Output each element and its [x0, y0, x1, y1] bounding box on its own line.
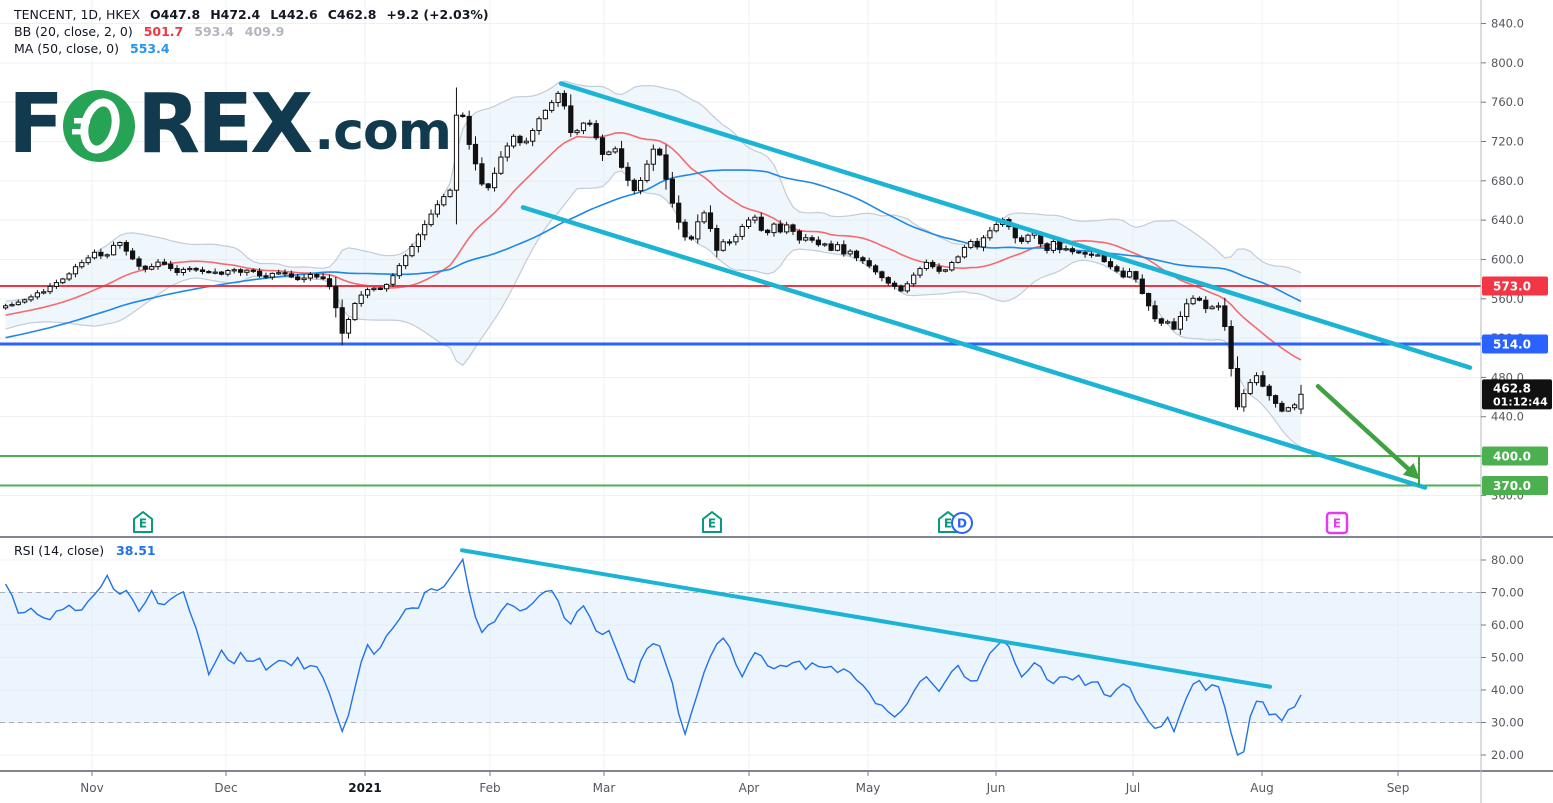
- price-tick-label: 440.0: [1491, 410, 1524, 424]
- change-value: +9.2 (+2.03%): [386, 7, 489, 22]
- month-label-Apr[interactable]: Apr: [739, 781, 760, 795]
- rsi-band: [0, 592, 1481, 723]
- month-label-Jun[interactable]: Jun: [986, 781, 1006, 795]
- forex-com-logo: F REX .com: [8, 77, 452, 172]
- current-price-countdown: 01:12:44: [1493, 395, 1548, 408]
- rsi-legend[interactable]: RSI (14, close) 38.51: [14, 543, 156, 558]
- rsi-line[interactable]: [4, 557, 1302, 757]
- current-price-badge[interactable]: 462.801:12:44: [1482, 379, 1552, 410]
- svg-text:400.0: 400.0: [1493, 450, 1531, 464]
- price-axis[interactable]: 840.0800.0760.0720.0680.0640.0600.0560.0…: [1481, 17, 1552, 762]
- event-badge-E[interactable]: E: [702, 511, 722, 533]
- ohlc-low-value: 442.6: [278, 7, 318, 22]
- price-tick-label: 840.0: [1491, 17, 1524, 31]
- ohlc-low-label: L: [270, 7, 279, 22]
- rsi-trendline[interactable]: [460, 548, 1272, 689]
- rsi-label[interactable]: RSI (14, close): [14, 543, 105, 558]
- ohlc-open-value: 447.8: [160, 7, 201, 22]
- month-label-Sep[interactable]: Sep: [1387, 781, 1410, 795]
- rsi-tick-label: 70.00: [1491, 586, 1524, 600]
- price-tick-label: 640.0: [1491, 213, 1524, 227]
- svg-text:514.0: 514.0: [1493, 337, 1531, 351]
- bb-lower-value: 409.9: [244, 24, 285, 39]
- price-tick-label: 600.0: [1491, 252, 1524, 266]
- price-tick-label: 760.0: [1491, 95, 1524, 109]
- month-label-Mar[interactable]: Mar: [593, 781, 616, 795]
- bb-label[interactable]: BB (20, close, 2, 0): [14, 24, 133, 39]
- logo-coin-icon: [63, 90, 136, 162]
- level-lines[interactable]: [0, 285, 1481, 487]
- ohlc-high-value: 472.4: [220, 7, 261, 22]
- month-label-Aug[interactable]: Aug: [1250, 781, 1273, 795]
- green-arrow[interactable]: [1315, 384, 1420, 486]
- current-price-value: 462.8: [1493, 381, 1531, 395]
- month-label-Dec[interactable]: Dec: [214, 781, 237, 795]
- rsi-tick-label: 30.00: [1491, 716, 1524, 730]
- month-label-2021[interactable]: 2021: [348, 781, 381, 795]
- level-badge-370.0[interactable]: 370.0: [1482, 476, 1548, 496]
- month-label-Feb[interactable]: Feb: [479, 781, 500, 795]
- indicator-legend[interactable]: TENCENT, 1D, HKEX O447.8 H472.4 L442.6 C…: [14, 6, 489, 57]
- event-badge-E[interactable]: E: [133, 511, 153, 533]
- rsi-tick-label: 50.00: [1491, 651, 1524, 665]
- bb-basis-line[interactable]: [5, 131, 1302, 361]
- trendline-upper[interactable]: [558, 81, 1473, 370]
- logo-letters-rex: REX: [137, 77, 313, 172]
- rsi-value: 38.51: [116, 543, 156, 558]
- rsi-tick-label: 20.00: [1491, 748, 1524, 762]
- ma-label[interactable]: MA (50, close, 0): [14, 41, 120, 56]
- ohlc-high-label: H: [210, 7, 221, 22]
- svg-text:E: E: [944, 517, 952, 531]
- ma-value: 553.4: [130, 41, 170, 56]
- svg-text:E: E: [708, 517, 716, 531]
- svg-text:E: E: [1333, 517, 1341, 531]
- event-badge-D[interactable]: D: [951, 512, 973, 534]
- symbol-title[interactable]: TENCENT, 1D, HKEX: [14, 7, 141, 22]
- svg-text:D: D: [957, 517, 967, 531]
- price-tick-label: 720.0: [1491, 134, 1524, 148]
- bb-upper-line[interactable]: [5, 80, 1302, 302]
- ohlc-close-value: 462.8: [336, 7, 377, 22]
- candles-series[interactable]: [3, 87, 1304, 415]
- bb-lower-line[interactable]: [5, 170, 1302, 448]
- level-badge-573.0[interactable]: 573.0: [1482, 276, 1548, 296]
- rsi-tick-label: 80.00: [1491, 553, 1524, 567]
- svg-text:573.0: 573.0: [1493, 280, 1531, 294]
- bb-upper-value: 593.4: [194, 24, 234, 39]
- rsi-pane[interactable]: [0, 557, 1481, 757]
- level-badge-400.0[interactable]: 400.0: [1482, 446, 1548, 466]
- time-axis[interactable]: Nov Dec 2021 Feb Mar Apr May Jun Jul Aug Sep: [80, 771, 1409, 795]
- price-tick-label: 800.0: [1491, 56, 1524, 70]
- logo-dot-com: .com: [314, 102, 451, 162]
- bb-legend-row[interactable]: BB (20, close, 2, 0) 501.7 593.4 409.9: [14, 23, 489, 40]
- event-badge-E[interactable]: E: [1325, 511, 1349, 535]
- rsi-tick-label: 40.00: [1491, 683, 1524, 697]
- logo-letter-f: F: [8, 77, 64, 172]
- ohlc-open-label: O: [150, 7, 161, 22]
- month-label-May[interactable]: May: [856, 781, 881, 795]
- ma-legend-row[interactable]: MA (50, close, 0) 553.4: [14, 40, 489, 57]
- month-label-Jul[interactable]: Jul: [1125, 781, 1140, 795]
- rsi-tick-label: 60.00: [1491, 618, 1524, 632]
- bb-basis-value: 501.7: [143, 24, 184, 39]
- symbol-row[interactable]: TENCENT, 1D, HKEX O447.8 H472.4 L442.6 C…: [14, 6, 489, 23]
- trendline-lower[interactable]: [520, 205, 1428, 490]
- month-label-Nov[interactable]: Nov: [80, 781, 103, 795]
- svg-text:E: E: [139, 517, 147, 531]
- level-badge-514.0[interactable]: 514.0: [1482, 334, 1548, 354]
- svg-text:370.0: 370.0: [1493, 479, 1531, 493]
- price-tick-label: 680.0: [1491, 174, 1524, 188]
- ohlc-close-label: C: [327, 7, 337, 22]
